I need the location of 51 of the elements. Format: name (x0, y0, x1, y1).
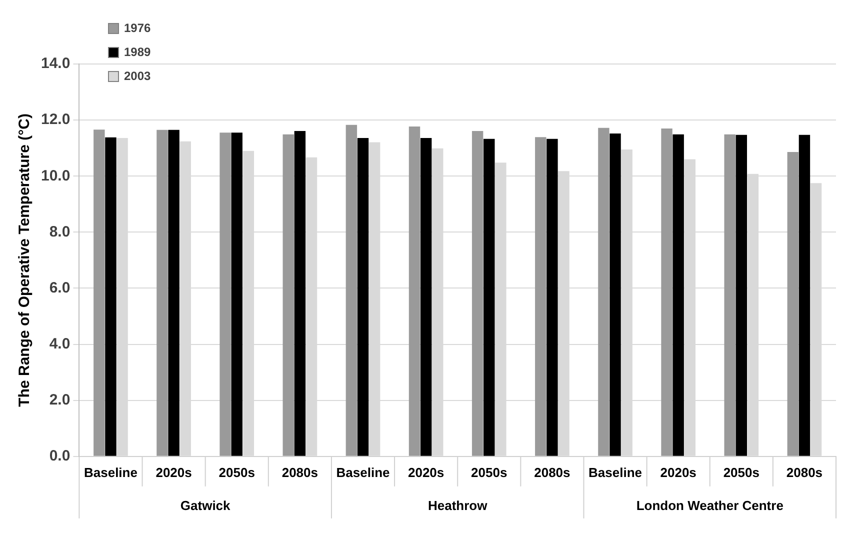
y-tick-label: 8.0 (49, 223, 70, 240)
bar (220, 132, 231, 456)
x-tick-label: Baseline (588, 464, 642, 480)
y-tick-label: 0.0 (49, 448, 70, 465)
bar (787, 152, 799, 456)
bar (672, 134, 684, 456)
x-tick-label: 2020s (660, 464, 696, 480)
x-tick-label: Baseline (336, 464, 390, 480)
x-tick-label: 2050s (471, 464, 508, 480)
bar (798, 134, 810, 456)
x-tick-label: 2050s (723, 464, 760, 480)
bar (231, 132, 242, 456)
legend-label: 1989 (124, 45, 151, 59)
bar (610, 134, 621, 456)
text: Gatwick (180, 498, 232, 513)
bar (294, 130, 306, 456)
bar (546, 138, 558, 456)
bar (168, 130, 180, 456)
x-tick-label: 2080s (282, 464, 318, 480)
text: London Weather Centre (636, 498, 784, 513)
y-tick-label: 14.0 (40, 55, 70, 72)
bar (598, 128, 610, 456)
x-tick-label: 2020s (156, 464, 192, 480)
bar (94, 130, 105, 456)
bar (408, 126, 420, 456)
bar (724, 134, 736, 456)
x-tick-label: 2080s (534, 464, 570, 480)
bar (535, 137, 546, 456)
legend-label: 2003 (124, 69, 151, 83)
text: Heathrow (428, 498, 488, 513)
bar (661, 128, 672, 456)
y-tick-label: 2.0 (49, 391, 70, 408)
legend-label: 1976 (124, 21, 151, 35)
bar (105, 137, 116, 456)
y-tick-label: 10.0 (40, 167, 70, 184)
bar (346, 124, 358, 456)
y-axis-title: The Range of Operative Temperature (°C) (16, 114, 34, 407)
x-tick-label: 2080s (786, 464, 823, 480)
bar (357, 138, 369, 456)
bar (156, 130, 168, 456)
x-tick-label: 2050s (218, 464, 255, 480)
bar (420, 138, 432, 456)
bar (282, 134, 294, 456)
x-tick-label: Baseline (84, 464, 138, 480)
y-tick-label: 4.0 (49, 335, 70, 352)
y-tick-label: 6.0 (49, 279, 70, 296)
bar (472, 130, 484, 456)
y-tick-label: 12.0 (40, 111, 70, 128)
bar (484, 138, 495, 456)
x-tick-label: 2020s (408, 464, 444, 480)
bar (736, 134, 748, 456)
